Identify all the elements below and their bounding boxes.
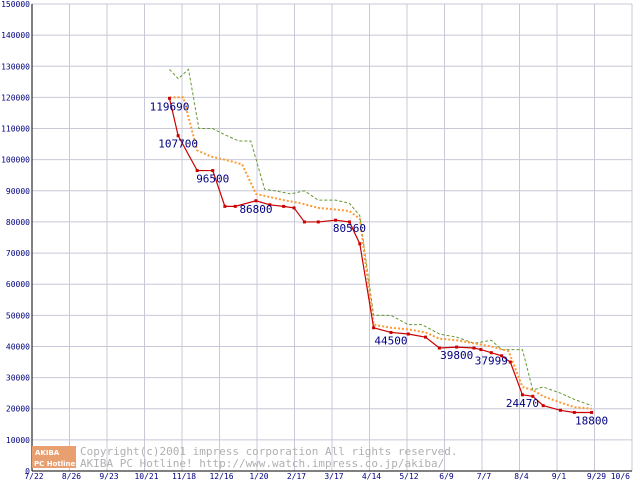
y-tick-label: 50000 [6,311,30,320]
logo-box-top [32,446,76,457]
series-point [233,204,237,208]
point-label: 80560 [333,222,366,235]
point-label: 119690 [150,100,190,113]
point-label: 37999 [475,355,508,368]
y-tick-label: 40000 [6,342,30,351]
series-point [358,242,362,246]
x-tick-label: 4/14 [362,472,381,480]
y-tick-label: 130000 [1,62,30,71]
x-tick-label: 5/12 [399,472,418,480]
series-point [292,206,296,210]
logo-top-text: AKIBA [35,449,60,457]
series-point [406,332,410,336]
series-point [590,410,594,414]
watermark-line2: AKIBA PC Hotline! http://www.watch.impre… [80,457,444,470]
series-point [168,96,171,100]
series-point [268,203,272,207]
series-line [169,96,592,410]
y-tick-label: 60000 [6,280,30,289]
point-label: 39800 [440,349,473,362]
x-tick-label: 9/23 [99,472,118,480]
series-point [316,220,320,224]
x-tick-label: 10/6 [611,472,630,480]
point-label: 24470 [506,397,539,410]
series-point [211,169,215,173]
x-tick-label: 3/17 [324,472,343,480]
series-point [437,346,441,350]
x-tick-label: 9/29 [587,472,606,480]
y-tick-label: 20000 [6,405,30,414]
series-point [572,410,576,414]
y-tick-label: 10000 [6,436,30,445]
series-point [472,346,476,350]
series-point [520,393,524,397]
series-point [372,326,376,330]
y-tick-label: 30000 [6,374,30,383]
series-point [176,134,180,138]
series-point [500,354,504,358]
series-point [195,169,199,173]
x-tick-label: 12/16 [209,472,233,480]
point-label: 44500 [374,334,407,347]
series-point [541,404,545,408]
y-tick-label: 0 [25,467,30,476]
series-point [389,330,393,334]
series-point [254,199,258,203]
series-point [334,218,338,222]
point-label: 96500 [196,173,229,186]
y-tick-label: 120000 [1,93,30,102]
logo-bottom-text: PC Hotline! [34,460,78,468]
series-point [455,345,459,349]
x-tick-label: 11/18 [172,472,196,480]
watermark: AKIBA PC Hotline! Copyright(c)2001 impre… [32,445,458,470]
point-label: 107700 [158,138,198,151]
series-point [508,360,512,364]
series-group [168,68,594,414]
x-tick-label: 10/21 [134,472,158,480]
x-tick-label: 7/7 [477,472,492,480]
series-point [531,394,535,398]
series-point [347,220,351,224]
point-label: 86800 [239,203,272,216]
watermark-line1: Copyright(c)2001 impress corporation All… [80,445,458,458]
x-tick-label: 8/26 [62,472,81,480]
series-point [489,351,493,355]
x-tick-label: 1/20 [249,472,268,480]
series-point [424,335,428,339]
x-tick-label: 6/9 [439,472,454,480]
logo-box-bottom [32,457,76,468]
series-line [168,98,592,414]
x-tick-label: 2/17 [287,472,306,480]
grid [31,3,633,472]
x-tick-label: 7/22 [24,472,43,480]
x-tick-label: 9/1 [552,472,567,480]
series-point [479,348,483,352]
series-point [223,204,227,208]
y-tick-label: 70000 [6,249,30,258]
y-tick-label: 100000 [1,156,30,165]
series-line [169,68,592,407]
series-point [302,220,306,224]
y-tick-label: 140000 [1,31,30,40]
y-tick-label: 110000 [1,125,30,134]
data-labels: 119690 107700 96500 86800 80560 44500 39800 379… [150,100,609,427]
y-tick-label: 80000 [6,218,30,227]
x-tick-label: 8/4 [514,472,529,480]
series-point [282,204,286,208]
series-point [558,408,562,412]
y-tick-label: 90000 [6,187,30,196]
y-tick-label: 150000 [1,0,30,9]
point-label: 18800 [575,414,608,427]
